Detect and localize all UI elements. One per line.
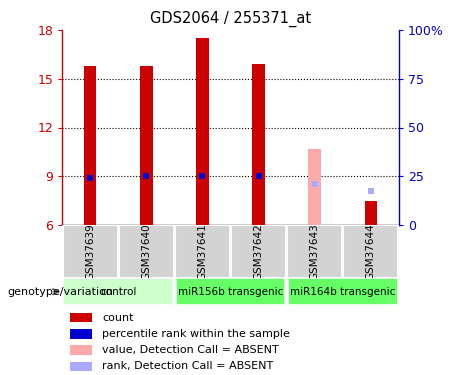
Text: GSM37641: GSM37641 [197, 223, 207, 280]
Bar [196, 38, 209, 225]
Bar [175, 225, 230, 278]
Bar [70, 329, 92, 339]
Bar [231, 225, 286, 278]
Text: GSM37644: GSM37644 [366, 223, 376, 280]
Bar [70, 313, 92, 322]
Bar [308, 148, 321, 225]
Text: count: count [102, 313, 133, 322]
Bar [365, 201, 377, 225]
Bar [287, 225, 342, 278]
Text: control: control [100, 286, 136, 297]
Bar [176, 278, 285, 305]
Bar [288, 278, 398, 305]
Bar [63, 225, 118, 278]
Bar [84, 66, 96, 225]
Text: GSM37640: GSM37640 [142, 223, 151, 280]
Bar [140, 66, 153, 225]
Text: percentile rank within the sample: percentile rank within the sample [102, 329, 290, 339]
Title: GDS2064 / 255371_at: GDS2064 / 255371_at [150, 11, 311, 27]
Bar [70, 345, 92, 355]
Text: GSM37643: GSM37643 [310, 223, 319, 280]
Text: miR156b transgenic: miR156b transgenic [178, 286, 283, 297]
Bar [343, 225, 398, 278]
Text: value, Detection Call = ABSENT: value, Detection Call = ABSENT [102, 345, 278, 355]
Text: miR164b transgenic: miR164b transgenic [290, 286, 396, 297]
Text: GSM37642: GSM37642 [254, 223, 264, 280]
Bar [63, 278, 173, 305]
Text: GSM37639: GSM37639 [85, 223, 95, 280]
Bar [70, 362, 92, 371]
Bar [252, 64, 265, 225]
Text: genotype/variation: genotype/variation [7, 287, 113, 297]
Bar [119, 225, 174, 278]
Text: rank, Detection Call = ABSENT: rank, Detection Call = ABSENT [102, 361, 273, 371]
